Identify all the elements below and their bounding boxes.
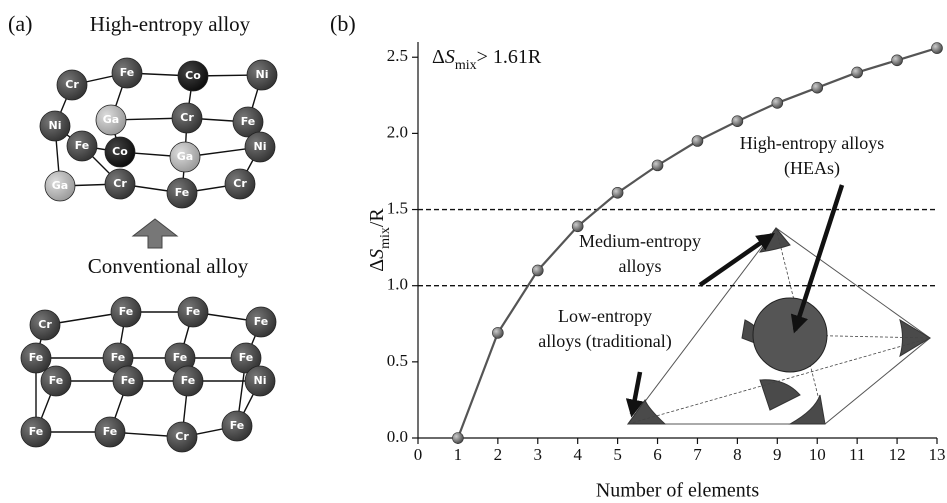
x-tick-label: 1: [454, 445, 463, 464]
atom-label: Co: [185, 69, 201, 82]
data-point: [572, 221, 583, 232]
x-tick-label: 0: [414, 445, 423, 464]
annotation: ΔSmix> 1.61R: [432, 46, 542, 73]
atom-label: Cr: [180, 111, 194, 124]
x-tick-label: 5: [613, 445, 622, 464]
data-point: [852, 67, 863, 78]
region-label: Low-entropy: [558, 306, 652, 326]
y-axis-label-part: S: [366, 249, 388, 259]
atom-label: Fe: [29, 425, 44, 438]
annotation-part: Δ: [432, 46, 445, 68]
atom-label: Fe: [119, 305, 134, 318]
data-point: [772, 97, 783, 108]
y-tick-label: 1.0: [387, 275, 408, 294]
data-point: [452, 433, 463, 444]
atom-label: Cr: [65, 78, 79, 91]
x-tick-label: 3: [534, 445, 543, 464]
atom-label: Fe: [175, 186, 190, 199]
y-tick-label: 1.5: [387, 198, 408, 217]
atom-label: Ga: [52, 179, 68, 192]
atom-label: Fe: [49, 374, 64, 387]
x-tick-label: 10: [809, 445, 826, 464]
figure: (a) High-entropy alloy Conventional allo…: [0, 0, 947, 503]
y-axis-label-part: Δ: [366, 259, 388, 272]
y-tick-label: 0.0: [387, 427, 408, 446]
region-label: alloys: [619, 256, 662, 276]
data-point: [532, 265, 543, 276]
atom-label: Cr: [38, 318, 52, 331]
x-tick-label: 12: [889, 445, 906, 464]
atom-label: Fe: [181, 374, 196, 387]
atom-label: Fe: [120, 66, 135, 79]
annotation-part: mix: [455, 58, 477, 73]
panel-label: (a): [8, 11, 32, 36]
y-axis-label-part: mix: [378, 227, 393, 249]
atom-label: Fe: [239, 351, 254, 364]
atom-label: Fe: [121, 374, 136, 387]
panel-label: (b): [330, 11, 356, 36]
panel-subtitle: Conventional alloy: [88, 254, 249, 278]
atom-label: Ga: [177, 150, 193, 163]
x-tick-label: 13: [929, 445, 946, 464]
atom-label: Fe: [103, 425, 118, 438]
atom-label: Fe: [75, 139, 90, 152]
data-point: [732, 116, 743, 127]
data-point: [652, 160, 663, 171]
region-label: alloys (traditional): [538, 331, 671, 352]
x-axis-label: Number of elements: [596, 480, 759, 502]
atom-label: Fe: [254, 315, 269, 328]
x-tick-label: 11: [849, 445, 865, 464]
panel-title: High-entropy alloy: [90, 12, 251, 36]
data-point: [892, 55, 903, 66]
data-point: [932, 43, 943, 54]
y-tick-label: 0.5: [387, 351, 408, 370]
y-axis-label-part: /R: [366, 208, 388, 228]
atom-label: Cr: [233, 177, 247, 190]
atom-label: Fe: [241, 115, 256, 128]
atom-label: Cr: [175, 430, 189, 443]
pointer-arrow: [632, 372, 640, 414]
x-tick-label: 8: [733, 445, 742, 464]
annotation-part: S: [445, 46, 455, 68]
data-point: [612, 187, 623, 198]
atom-label: Cr: [113, 177, 127, 190]
data-point: [812, 82, 823, 93]
arrow-up: [133, 219, 177, 248]
data-point: [692, 136, 703, 147]
atom-label: Fe: [230, 419, 245, 432]
x-tick-label: 2: [494, 445, 503, 464]
x-tick-label: 7: [693, 445, 702, 464]
y-tick-label: 2.0: [387, 122, 408, 141]
data-point: [492, 327, 503, 338]
region-label: Medium-entropy: [579, 231, 701, 251]
x-tick-label: 9: [773, 445, 782, 464]
region-label: (HEAs): [784, 158, 840, 179]
atom-label: Ni: [256, 68, 269, 81]
region-label: High-entropy alloys: [740, 133, 884, 153]
atom-label: Ni: [49, 119, 62, 132]
atom-label: Fe: [173, 351, 188, 364]
annotation-part: > 1.61R: [477, 46, 542, 68]
atom-label: Fe: [186, 305, 201, 318]
y-tick-label: 2.5: [387, 46, 408, 65]
x-tick-label: 4: [573, 445, 582, 464]
x-tick-label: 6: [653, 445, 662, 464]
atom-label: Ni: [254, 374, 267, 387]
atom-label: Co: [112, 145, 128, 158]
inset-sphere: [753, 298, 827, 372]
atom-label: Fe: [29, 351, 44, 364]
atom-label: Ga: [103, 113, 119, 126]
atom-label: Ni: [254, 140, 267, 153]
atom-label: Fe: [111, 351, 126, 364]
